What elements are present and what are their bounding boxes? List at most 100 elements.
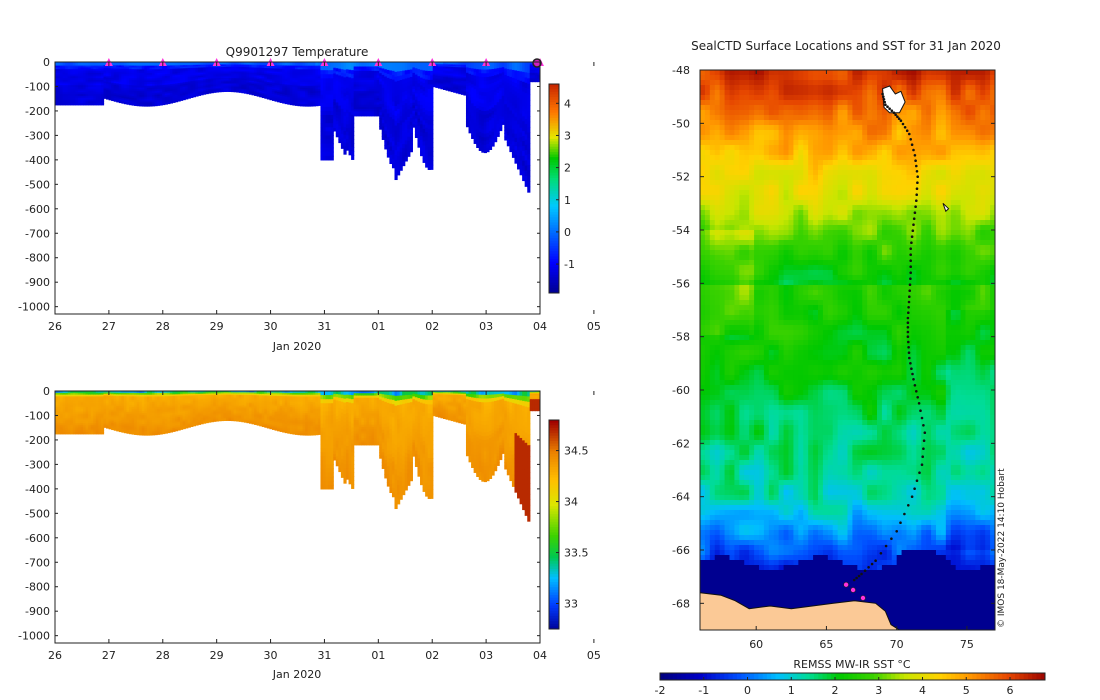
profile-cell xyxy=(323,115,327,120)
profile-cell xyxy=(422,137,426,143)
profile-cell xyxy=(343,96,347,101)
profile-cell xyxy=(144,98,148,102)
profile-cell xyxy=(532,71,536,74)
profile-cell xyxy=(440,62,444,64)
profile-cell xyxy=(379,87,383,91)
profile-cell xyxy=(506,124,510,129)
profile-cell xyxy=(200,79,204,82)
profile-cell xyxy=(203,71,207,74)
profile-cell xyxy=(453,62,457,64)
profile-cell xyxy=(205,79,209,81)
profile-cell xyxy=(279,87,283,90)
profile-cell xyxy=(491,139,495,144)
profile-cell xyxy=(282,87,286,90)
profile-cell xyxy=(200,90,204,93)
profile-cell xyxy=(238,72,242,74)
profile-cell xyxy=(450,64,454,67)
profile-cell xyxy=(190,76,194,79)
profile-cell xyxy=(399,152,403,158)
profile-cell xyxy=(527,94,531,101)
profile-cell xyxy=(223,90,227,92)
profile-cell xyxy=(65,407,69,410)
profile-cell xyxy=(323,151,327,157)
profile-cell xyxy=(381,68,385,73)
profile-cell xyxy=(330,143,334,149)
profile-cell xyxy=(62,90,66,93)
profile-cell xyxy=(445,63,449,65)
profile-cell xyxy=(70,99,74,102)
profile-cell xyxy=(77,399,82,403)
profile-cell xyxy=(491,114,495,119)
profile-cell xyxy=(284,75,288,79)
profile-cell xyxy=(256,80,260,83)
profile-cell xyxy=(460,76,465,79)
profile-cell xyxy=(537,66,540,69)
profile-cell xyxy=(67,67,71,70)
profile-cell xyxy=(75,414,79,417)
profile-cell xyxy=(182,68,186,71)
colorbar-swatch xyxy=(549,183,559,187)
profile-cell xyxy=(95,65,99,68)
profile-cell xyxy=(476,69,480,74)
profile-cell xyxy=(328,70,332,75)
profile-cell xyxy=(274,83,278,86)
profile-cell xyxy=(172,83,176,87)
profile-cell xyxy=(294,76,299,79)
profile-cell xyxy=(60,65,64,68)
profile-cell xyxy=(499,87,503,92)
profile-cell xyxy=(85,88,89,92)
profile-cell xyxy=(80,78,84,81)
profile-cell xyxy=(72,419,77,422)
profile-cell xyxy=(264,63,268,66)
profile-cell xyxy=(404,107,408,113)
profile-cell xyxy=(72,74,77,77)
profile-cell xyxy=(427,66,431,72)
profile-cell xyxy=(343,146,347,151)
profile-cell xyxy=(111,84,115,87)
profile-cell xyxy=(266,97,271,100)
profile-cell xyxy=(346,73,350,78)
profile-cell xyxy=(335,62,339,66)
profile-cell xyxy=(218,90,222,93)
profile-cell xyxy=(123,68,128,72)
profile-cell xyxy=(103,68,107,71)
profile-cell xyxy=(60,101,64,104)
profile-cell xyxy=(174,93,179,96)
profile-cell xyxy=(481,129,485,134)
profile-cell xyxy=(177,91,181,94)
profile-cell xyxy=(417,83,421,88)
profile-cell xyxy=(465,91,470,95)
profile-cell xyxy=(205,81,209,84)
profile-cell xyxy=(481,118,485,123)
profile-cell xyxy=(134,99,138,103)
colorbar-swatch xyxy=(549,123,559,127)
profile-cell xyxy=(302,71,306,74)
profile-cell xyxy=(77,428,82,431)
profile-cell xyxy=(75,63,79,67)
colorbar-swatch xyxy=(549,175,559,179)
profile-cell xyxy=(251,89,255,92)
profile-cell xyxy=(358,88,362,92)
profile-cell xyxy=(412,78,416,82)
profile-cell xyxy=(389,70,393,76)
profile-cell xyxy=(346,131,350,136)
profile-cell xyxy=(307,62,311,65)
profile-cell xyxy=(134,101,138,105)
profile-cell xyxy=(106,69,110,72)
profile-cell xyxy=(228,77,232,80)
profile-cell xyxy=(509,95,513,100)
profile-cell xyxy=(100,63,105,67)
profile-cell xyxy=(519,62,523,68)
profile-cell xyxy=(243,90,248,93)
profile-cell xyxy=(527,186,531,193)
profile-cell xyxy=(218,89,222,92)
profile-cell xyxy=(491,65,495,70)
profile-cell xyxy=(381,71,385,76)
profile-cell xyxy=(440,82,444,84)
profile-cell xyxy=(249,64,253,67)
profile-cell xyxy=(519,137,523,143)
profile-cell xyxy=(488,116,493,121)
profile-cell xyxy=(154,98,158,101)
profile-cell xyxy=(338,92,342,97)
profile-cell xyxy=(300,85,304,89)
